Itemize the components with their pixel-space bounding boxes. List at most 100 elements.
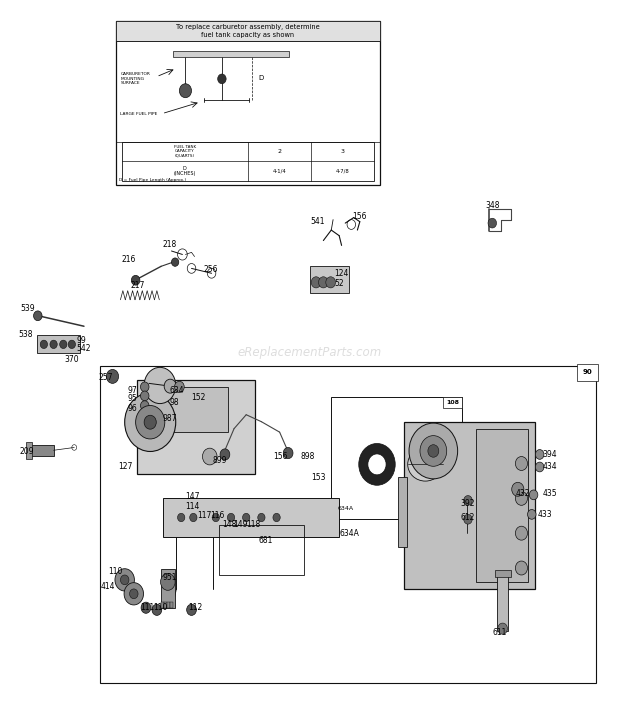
Text: 4-7/8: 4-7/8 [335,169,349,173]
Circle shape [190,513,197,522]
Bar [310,267,350,293]
Circle shape [464,496,472,506]
Bar [398,478,407,547]
Circle shape [136,405,165,439]
Circle shape [512,482,524,496]
Text: 634A: 634A [337,506,353,511]
Text: 97: 97 [128,386,138,395]
Circle shape [515,491,528,506]
Circle shape [144,415,156,429]
Bar [122,141,374,181]
Text: 98: 98 [169,398,179,407]
Circle shape [536,449,544,459]
Text: 634: 634 [169,386,184,395]
Text: 257: 257 [99,373,113,383]
Text: 153: 153 [311,473,326,482]
Circle shape [152,604,162,616]
Circle shape [177,513,185,522]
Circle shape [124,582,143,605]
Circle shape [60,340,67,348]
Text: 538: 538 [19,330,33,339]
Circle shape [283,447,293,459]
Circle shape [368,454,386,475]
Circle shape [144,368,175,404]
Text: 4-1/4: 4-1/4 [272,169,286,173]
Circle shape [220,449,230,460]
Circle shape [203,448,217,465]
Text: 634A: 634A [339,529,359,538]
Text: 149: 149 [233,520,247,528]
Bar [137,380,255,474]
Ellipse shape [408,448,443,481]
Bar [331,397,462,519]
Text: 435: 435 [542,489,557,498]
Text: 392: 392 [461,498,475,508]
Circle shape [464,514,472,524]
Bar [37,336,81,353]
Circle shape [319,277,328,288]
Circle shape [141,391,149,401]
Text: 99: 99 [76,336,86,345]
Circle shape [529,490,538,500]
Circle shape [409,423,458,479]
Text: 90: 90 [583,370,593,375]
Text: 370: 370 [64,356,79,364]
Text: 542: 542 [76,344,91,353]
Circle shape [187,604,197,616]
Circle shape [498,623,507,634]
Circle shape [420,436,446,466]
Circle shape [125,393,175,451]
Text: 394: 394 [542,450,557,459]
Text: 612: 612 [461,513,475,522]
Bar [30,444,53,456]
Text: 124: 124 [334,269,348,278]
Text: 147: 147 [185,492,200,501]
Text: 256: 256 [203,264,218,274]
Text: 216: 216 [122,255,136,264]
Text: 112: 112 [188,603,203,612]
Bar [115,21,380,41]
Circle shape [273,513,280,522]
Bar [495,570,510,577]
Text: D
(INCHES): D (INCHES) [174,166,196,176]
Circle shape [488,218,497,228]
Circle shape [141,382,149,392]
Bar [173,51,289,57]
Text: LARGE FUEL PIPE: LARGE FUEL PIPE [120,112,158,116]
Text: 111: 111 [140,603,154,612]
Circle shape [311,277,321,288]
Text: 152: 152 [192,392,206,402]
Circle shape [515,526,528,540]
Bar [167,602,170,608]
Text: 217: 217 [131,282,145,290]
Circle shape [179,84,192,97]
Bar [164,602,167,608]
Circle shape [515,456,528,471]
Circle shape [218,74,226,84]
Bar [115,21,380,185]
Circle shape [172,258,179,267]
Circle shape [33,311,42,321]
Circle shape [164,379,176,393]
Text: eReplacementParts.com: eReplacementParts.com [238,346,382,358]
Text: 110: 110 [108,567,123,576]
Circle shape [141,401,149,410]
Circle shape [515,561,528,575]
Bar [219,525,304,575]
Bar [497,574,508,631]
Circle shape [258,513,265,522]
Text: 114: 114 [185,501,200,510]
Bar [404,422,535,589]
Text: 52: 52 [334,279,344,287]
Text: FUEL TANK
CAPACITY
(QUARTS): FUEL TANK CAPACITY (QUARTS) [174,145,196,158]
Circle shape [536,462,544,472]
Text: 681: 681 [259,535,273,545]
Circle shape [115,569,135,591]
Circle shape [212,513,219,522]
Circle shape [359,444,395,486]
Text: 3: 3 [340,149,344,154]
Text: 96: 96 [128,404,138,413]
Text: CARBURETOR
MOUNTING
SURFACE: CARBURETOR MOUNTING SURFACE [120,73,150,85]
Text: 348: 348 [485,201,500,210]
Circle shape [40,340,48,348]
